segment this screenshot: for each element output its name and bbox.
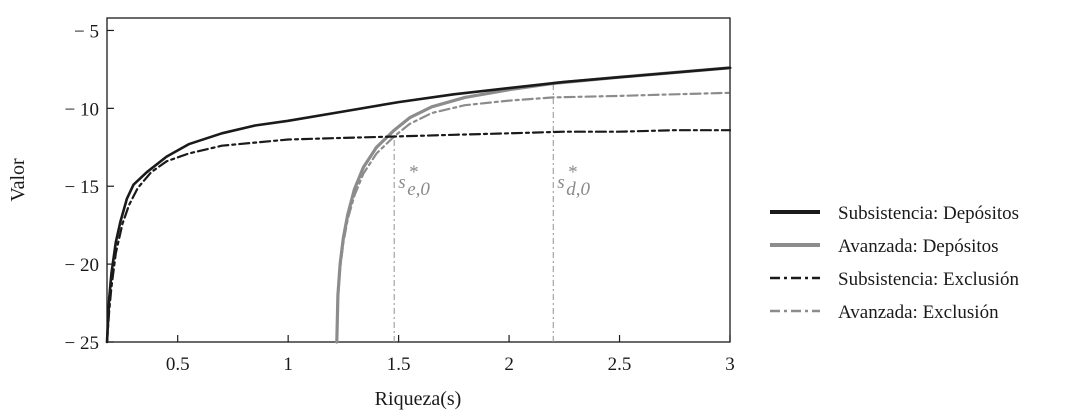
series-line bbox=[105, 129, 732, 344]
x-tick-label: 3 bbox=[725, 354, 735, 375]
x-tick-label: 2 bbox=[504, 354, 514, 375]
x-tick-label: 0.5 bbox=[166, 354, 190, 375]
x-axis-ticks: 0.5 1 1.5 2 2.5 3 bbox=[166, 335, 735, 375]
annotation-superscript: * bbox=[408, 162, 418, 183]
y-axis-label: Valor bbox=[7, 158, 29, 202]
legend: Subsistencia: Depósitos Avanzada: Depósit… bbox=[770, 203, 1020, 323]
legend-label: Avanzada: Depósitos bbox=[838, 236, 999, 257]
series-line bbox=[335, 66, 732, 344]
legend-label: Subsistencia: Exclusión bbox=[838, 269, 1020, 290]
legend-label: Subsistencia: Depósitos bbox=[838, 203, 1019, 224]
plot-frame bbox=[106, 17, 731, 343]
x-tick-label: 1.5 bbox=[387, 354, 411, 375]
legend-label: Avanzada: Exclusión bbox=[838, 302, 999, 323]
annotation-label: s bbox=[398, 172, 405, 193]
y-tick-label: − 5 bbox=[74, 21, 99, 42]
y-axis-ticks: − 5 − 10 − 15 − 20 − 25 bbox=[65, 21, 114, 354]
y-tick-label: − 20 bbox=[65, 255, 99, 276]
annotation-label: s bbox=[557, 172, 564, 193]
annotation-subscript: e,0 bbox=[407, 179, 430, 200]
plot-area bbox=[106, 17, 731, 343]
annotation-superscript: * bbox=[567, 162, 577, 183]
y-tick-label: − 25 bbox=[65, 333, 99, 354]
series-layer bbox=[105, 66, 732, 344]
x-axis-label: Riqueza(s) bbox=[375, 388, 462, 410]
series-line bbox=[105, 66, 732, 344]
x-tick-label: 2.5 bbox=[608, 354, 632, 375]
y-tick-label: − 15 bbox=[65, 177, 99, 198]
x-tick-label: 1 bbox=[283, 354, 293, 375]
y-tick-label: − 10 bbox=[65, 99, 99, 120]
annotations: s *e,0 s *d,0 bbox=[398, 162, 590, 200]
reference-lines bbox=[393, 83, 554, 342]
annotation-subscript: d,0 bbox=[566, 179, 590, 200]
